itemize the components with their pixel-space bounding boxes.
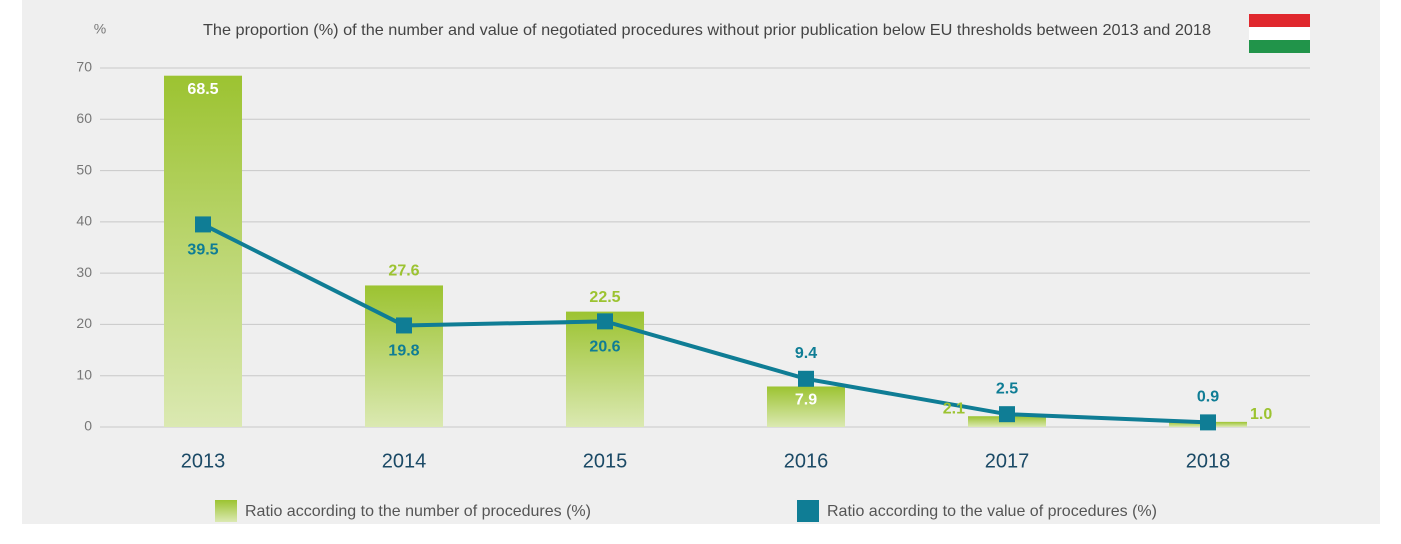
legend-label: Ratio according to the number of procedu… — [245, 503, 591, 520]
bar-value-label: 1.0 — [1250, 406, 1272, 423]
bar-value-label: 22.5 — [589, 289, 620, 306]
y-tick-label: 50 — [76, 161, 92, 177]
line-marker — [597, 313, 613, 330]
line-value-label: 19.8 — [388, 343, 419, 360]
y-tick-label: 40 — [76, 213, 92, 229]
bar-value-label: 68.5 — [187, 81, 218, 98]
bar — [365, 285, 443, 427]
bar — [164, 75, 242, 427]
legend-swatch — [797, 500, 819, 522]
x-tick-label: 2017 — [985, 450, 1030, 472]
line-value-label: 20.6 — [589, 339, 620, 356]
line-marker — [396, 317, 412, 334]
chart-title: The proportion (%) of the number and val… — [203, 22, 1211, 39]
x-tick-label: 2015 — [583, 450, 628, 472]
panel — [22, 0, 1380, 524]
bar-value-label: 27.6 — [388, 263, 419, 280]
x-tick-label: 2013 — [181, 450, 226, 472]
bar — [767, 386, 845, 427]
y-axis-label: % — [94, 21, 106, 37]
bar-value-label: 7.9 — [795, 392, 817, 409]
line-marker — [798, 370, 814, 387]
y-tick-label: 0 — [84, 418, 92, 434]
y-tick-label: 70 — [76, 59, 92, 75]
y-tick-label: 10 — [76, 366, 92, 382]
line-value-label: 2.5 — [996, 380, 1018, 397]
flag — [1249, 14, 1310, 53]
line-marker — [195, 216, 211, 233]
line — [202, 222, 1209, 425]
y-tick-label: 20 — [76, 315, 92, 331]
x-tick-label: 2018 — [1186, 450, 1231, 472]
line-marker — [1200, 414, 1216, 431]
line-value-label: 9.4 — [795, 345, 817, 362]
line-marker — [999, 406, 1015, 423]
legend-label: Ratio according to the value of procedur… — [827, 503, 1157, 520]
line-value-label: 0.9 — [1197, 389, 1219, 406]
y-tick-label: 30 — [76, 264, 92, 280]
marks — [164, 75, 1247, 431]
x-tick-label: 2016 — [784, 450, 829, 472]
y-tick-label: 60 — [76, 110, 92, 126]
line-value-label: 39.5 — [187, 242, 218, 259]
x-tick-label: 2014 — [382, 450, 427, 472]
legend-swatch — [215, 500, 237, 522]
bar-value-label: 2.1 — [943, 400, 965, 417]
